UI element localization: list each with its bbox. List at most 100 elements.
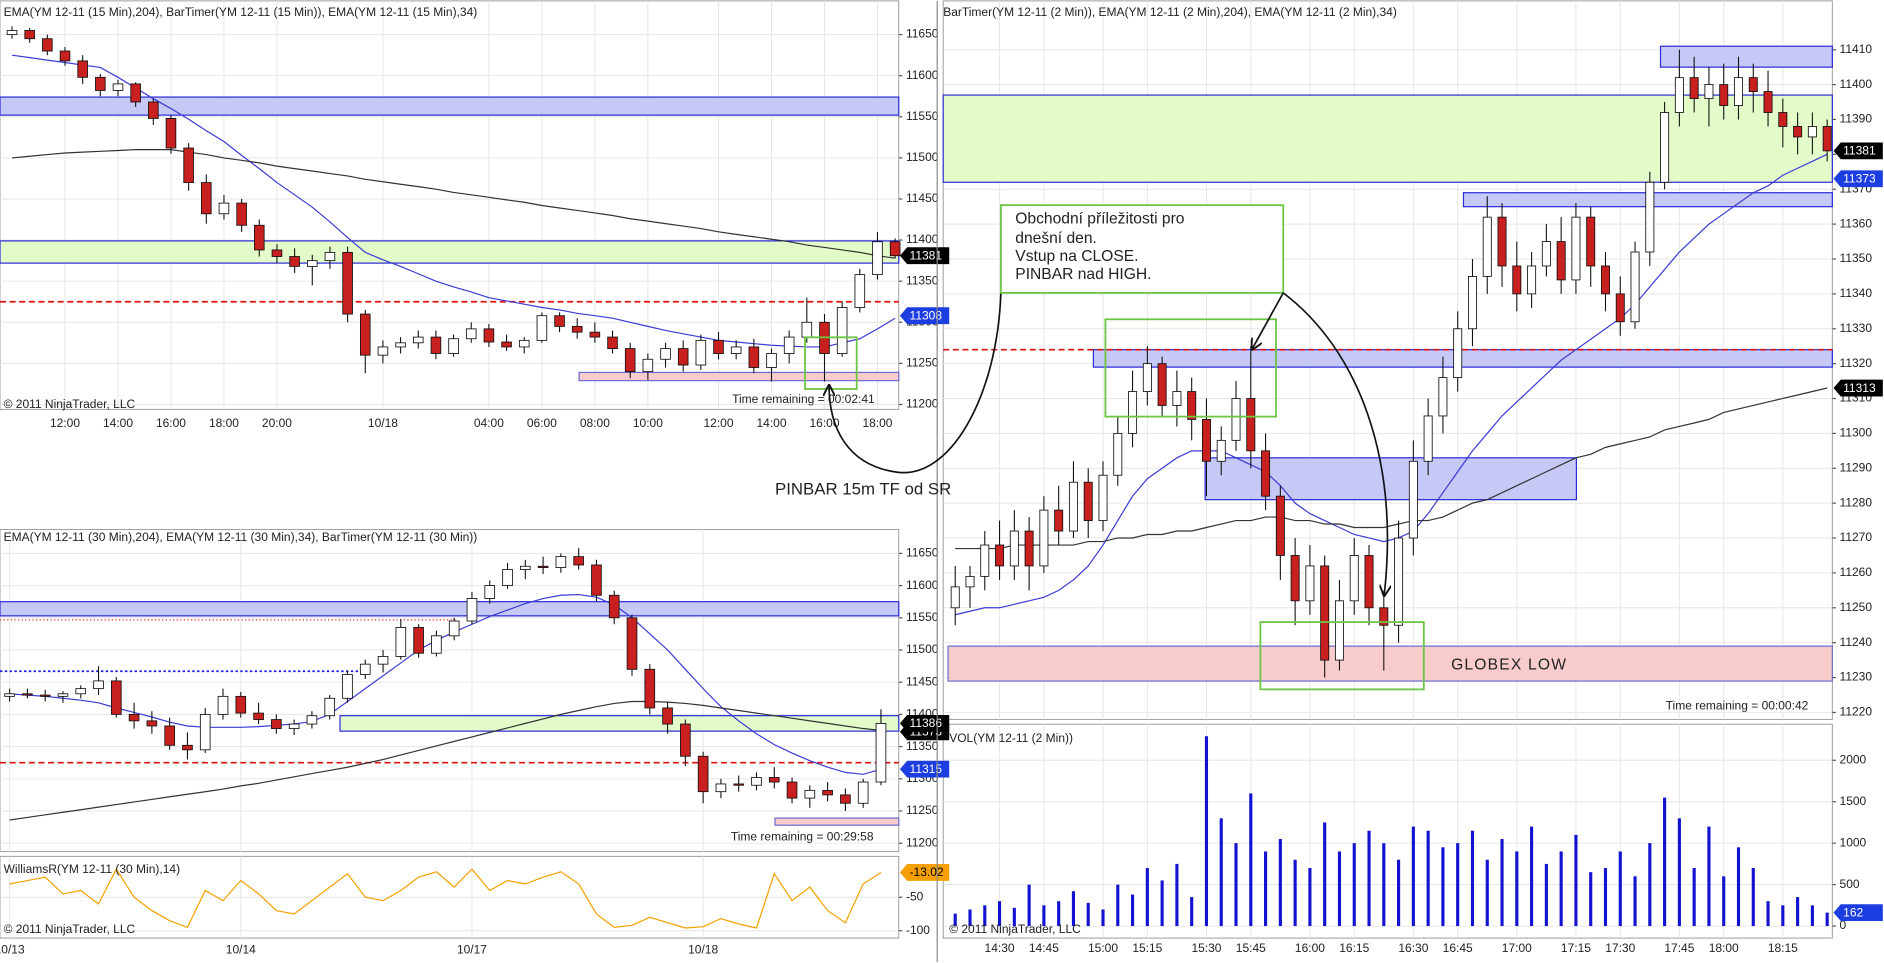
volume-bar [1692,868,1696,927]
candle-body [75,688,87,695]
candle-body [840,794,851,804]
volume-bar [1086,902,1090,927]
ema-line [9,700,882,821]
volume-bar [1101,909,1105,927]
candle-body [501,341,512,348]
candle-body [519,565,531,570]
candle-body [875,722,887,783]
volume-bar [1131,894,1135,927]
y-tick-label: 11200 [906,835,939,849]
candle-body [324,251,336,262]
price-marker-label: 11381 [1843,144,1876,158]
volume-bar [1441,847,1445,927]
candle-body [854,274,866,308]
volume-bar [1071,891,1076,927]
candle-body [1763,91,1773,113]
candle-body [4,693,15,697]
volume-bar [1204,736,1209,927]
arrow [1282,292,1387,596]
candle-body [1216,439,1226,462]
ema-line [11,54,896,348]
candle-body [571,325,583,333]
candle-body [1379,607,1389,626]
price-marker-label: 11386 [910,716,943,730]
volume-bar [1337,851,1342,927]
candle-body [483,328,495,343]
candle-body [1527,265,1537,295]
volume-bar [1175,863,1179,927]
sr-zone [0,240,900,264]
candle-body [1719,84,1729,106]
y-tick-label: 11340 [1840,286,1873,300]
candle-body [95,76,106,91]
volume-bar [1012,907,1016,927]
candle-body [6,30,18,36]
volume-bar [1278,839,1282,927]
candle-body [591,564,602,596]
candle-body [589,331,601,338]
candle-body [1024,530,1034,567]
candle-body [1778,112,1788,127]
sr-zone [1204,457,1578,501]
candle-body [554,315,565,327]
candle-body [253,712,264,720]
volume-bar [1382,843,1386,927]
candle-body [1157,363,1167,406]
note-line: Vstup na CLOSE. [1015,248,1138,265]
candle-body [342,674,353,699]
candle-body [555,556,567,568]
candle-body [536,315,548,341]
volume-bar [1470,830,1475,927]
candle-body [1320,565,1330,661]
x-tick-label: 10/18 [368,416,398,430]
volume-bar [1677,818,1681,927]
candle-body [1408,460,1418,539]
sr-zone [0,96,900,116]
volume-bar [1559,851,1563,927]
y-tick-label: 0 [1840,918,1847,932]
candle-body [112,83,124,91]
candle-body [93,680,104,690]
candle-body [1438,377,1448,417]
candle-body [697,755,709,793]
arrow [829,292,1002,474]
candle-body [677,348,689,366]
candle-body [1512,265,1522,295]
volume-bar [1411,826,1415,927]
candle-body [59,50,71,62]
y-tick-label: 11650 [906,27,939,41]
candle-body [448,338,459,354]
volume-bar [1500,839,1504,927]
y-tick-label: 1000 [1840,835,1867,849]
volume-bar [1810,905,1814,927]
candle-body [1364,555,1374,609]
candle-body [77,60,88,78]
candle-body [164,725,175,746]
y-tick-label: 11410 [1840,42,1873,56]
volume-bar [1367,830,1371,927]
volume-bar [1485,859,1489,927]
sr-zone [1092,349,1833,368]
chart-title: EMA(YM 12-11 (15 Min),204), BarTimer(YM … [4,5,478,19]
price-marker-label: 11381 [910,248,943,262]
candle-body [1231,398,1241,441]
y-tick-label: 11550 [906,109,939,123]
arrow [1252,292,1284,349]
y-tick-label: 11290 [1840,460,1873,474]
y-tick-label: 11600 [906,68,939,82]
x-tick-label: 15:30 [1191,941,1221,955]
price-marker-label: 11308 [910,308,943,322]
y-tick-label: 11600 [906,578,939,592]
chart-title: BarTimer(YM 12-11 (2 Min)), EMA(YM 12-11… [943,5,1397,19]
candle-body [680,723,691,757]
candle-body [1674,77,1684,113]
volume-bar [1574,834,1578,927]
note-line: Obchodní příležitosti pro [1015,211,1185,228]
candle-body [608,594,620,619]
volume-bar [1544,863,1548,927]
volume-bar [1633,876,1637,927]
sr-zone [947,645,1833,682]
candle-body [626,617,638,670]
candle-body [430,336,442,354]
